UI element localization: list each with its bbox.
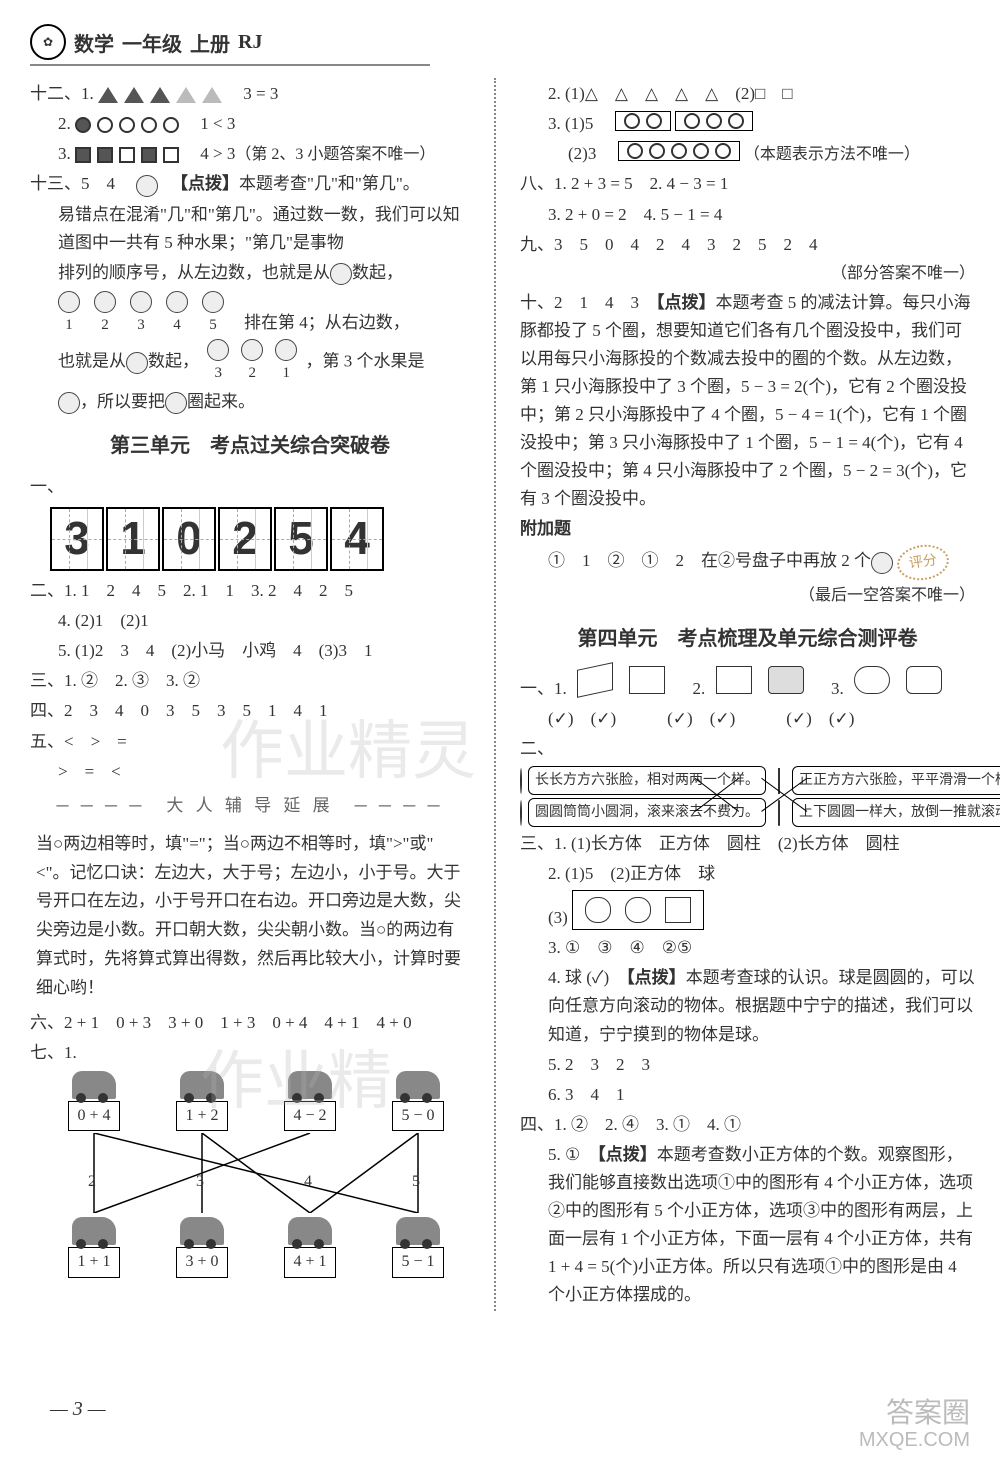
r-l2a: 3. (1)5 xyxy=(520,110,975,138)
logo-icon: ✿ xyxy=(30,24,66,60)
r-s9-note: （部分答案不唯一） xyxy=(520,261,975,287)
r-s8-1: 八、1. 2 + 3 = 5 2. 4 − 3 = 1 xyxy=(520,170,975,198)
q13-b4: 也就是从数起， 3 2 1 ，第 3 个水果是 xyxy=(30,339,470,386)
s4-3-4: 3. ① ③ ④ ②⑤ xyxy=(520,934,975,962)
q13-b2: 排列的顺序号，从左边数，也就是从数起， xyxy=(30,259,470,287)
extra-label: 附加题 xyxy=(520,515,975,543)
q12-2: 2. 1 < 3 xyxy=(30,110,470,138)
s4-3-7: 6. 3 4 1 xyxy=(520,1081,975,1109)
right-column: 2. (1)△ △ △ △ △ (2)□ □ 3. (1)5 (2)3 （本题表… xyxy=(520,78,975,1311)
header-volume: 上册 xyxy=(190,28,230,57)
section3-title: 第三单元 考点过关综合突破卷 xyxy=(30,430,470,463)
r-s9: 九、3 5 0 4 2 4 3 2 5 2 4 xyxy=(520,231,975,259)
s4-3-5: 4. 球 (✓) 【点拨】本题考查球的认识。球是圆圆的，可以向任意方向滚动的物体… xyxy=(520,964,975,1048)
r-l2b: (2)3 （本题表示方法不唯一） xyxy=(520,140,975,168)
s4-1: 一、1. 2. 3. xyxy=(520,666,975,703)
strawberry-icon xyxy=(871,552,893,574)
q12-3: 3. 4 > 3（第 2、3 小题答案不唯一） xyxy=(30,140,470,168)
r-s8-2: 3. 2 + 0 = 2 4. 5 − 1 = 4 xyxy=(520,201,975,229)
cars-bot: 1 + 1 3 + 0 4 + 1 5 − 1 xyxy=(50,1217,470,1277)
s2-l1: 二、1. 1 2 4 5 2. 1 1 3. 2 4 2 5 xyxy=(30,577,470,605)
s6: 六、2 + 1 0 + 3 3 + 0 1 + 3 0 + 4 4 + 1 4 … xyxy=(30,1009,470,1037)
footer-watermark: 答案圈 MXQE.COM xyxy=(859,1398,970,1451)
s2-l3: 5. (1)2 3 4 (2)小马 小鸡 4 (3)3 1 xyxy=(30,637,470,665)
number-row: 3 1 0 2 5 4 xyxy=(50,507,470,571)
q13-head: 十三、5 4 【点拨】本题考查"几"和"第几"。 xyxy=(30,170,470,198)
header-subject: 数学 xyxy=(74,28,114,57)
s4: 四、2 3 4 0 3 5 3 5 1 4 1 xyxy=(30,697,470,725)
car-icon xyxy=(72,1071,116,1099)
extra-line: ① 1 ② ① 2 在②号盘子中再放 2 个 评分 xyxy=(520,545,975,580)
q13-b1: 易错点在混淆"几"和"第几"。通过数一数，我们可以知道图中一共有 5 种水果；"… xyxy=(30,201,470,257)
page-header: ✿ 数学 一年级 上册 RJ xyxy=(30,20,430,66)
s4-3-1: 三、1. (1)长方体 正方体 圆柱 (2)长方体 圆柱 xyxy=(520,830,975,858)
peach-icon xyxy=(136,175,158,197)
s4-3-3: (3) xyxy=(520,890,975,932)
q12-1: 十二、1. 3 = 3 xyxy=(30,80,470,108)
header-grade: 一年级 xyxy=(122,28,182,57)
s7: 七、1. xyxy=(30,1039,470,1067)
s4-4-1: 四、1. ② 2. ④ 3. ① 4. ① xyxy=(520,1111,975,1139)
cars-top: 0 + 4 1 + 2 4 − 2 5 − 0 xyxy=(50,1071,470,1131)
s4-3-2: 2. (1)5 (2)正方体 球 xyxy=(520,860,975,888)
s4-1-marks: (✓) (✓) (✓) (✓) (✓) (✓) xyxy=(520,705,975,733)
s3: 三、1. ② 2. ③ 3. ② xyxy=(30,667,470,695)
left-column: 十二、1. 3 = 3 2. 1 < 3 3. 4 > 3（第 2、3 小题答案… xyxy=(30,78,470,1311)
fruit-row-1: 1 2 3 4 5 排在第 4；从右边数， xyxy=(58,291,470,338)
tutor-title: ─ ─ ─ ─ 大 人 辅 导 延 展 ─ ─ ─ ─ xyxy=(30,792,470,820)
s3-one: 一、 xyxy=(30,473,470,501)
banana-icon xyxy=(330,263,352,285)
header-series: RJ xyxy=(238,31,262,54)
s5-2: > = < xyxy=(30,758,470,786)
page-number: — 3 — xyxy=(50,1398,106,1421)
match-diagram: 长长方方六张脸，相对两两一个样。 正正方方六张脸，平平滑滑一个样。 圆圆筒筒小圆… xyxy=(520,766,975,827)
s5-1: 五、< > = xyxy=(30,728,470,756)
s4-3-6: 5. 2 3 2 3 xyxy=(520,1051,975,1079)
stamp-icon: 评分 xyxy=(895,542,951,584)
column-divider xyxy=(494,78,496,1311)
q13-b5: ，所以要把圈起来。 xyxy=(30,388,470,416)
r-s10: 十、2 1 4 3 【点拨】本题考查 5 的减法计算。每只小海豚都投了 5 个圈… xyxy=(520,289,975,513)
cross-lines: 2 3 4 5 xyxy=(50,1133,470,1213)
s4-2-label: 二、 xyxy=(520,735,975,763)
r-l1: 2. (1)△ △ △ △ △ (2)□ □ xyxy=(520,80,975,108)
extra-note: （最后一空答案不唯一） xyxy=(520,583,975,609)
tutor-body: 当○两边相等时，填"="；当○两边不相等时，填">"或"<"。记忆口诀：左边大，… xyxy=(30,826,470,1007)
s4-4-2: 5. ① 【点拨】本题考查数小正方体的个数。观察图形，我们能够直接数出选项①中的… xyxy=(520,1141,975,1309)
section4-title: 第四单元 考点梳理及单元综合测评卷 xyxy=(520,623,975,656)
s2-l2: 4. (2)1 (2)1 xyxy=(30,607,470,635)
